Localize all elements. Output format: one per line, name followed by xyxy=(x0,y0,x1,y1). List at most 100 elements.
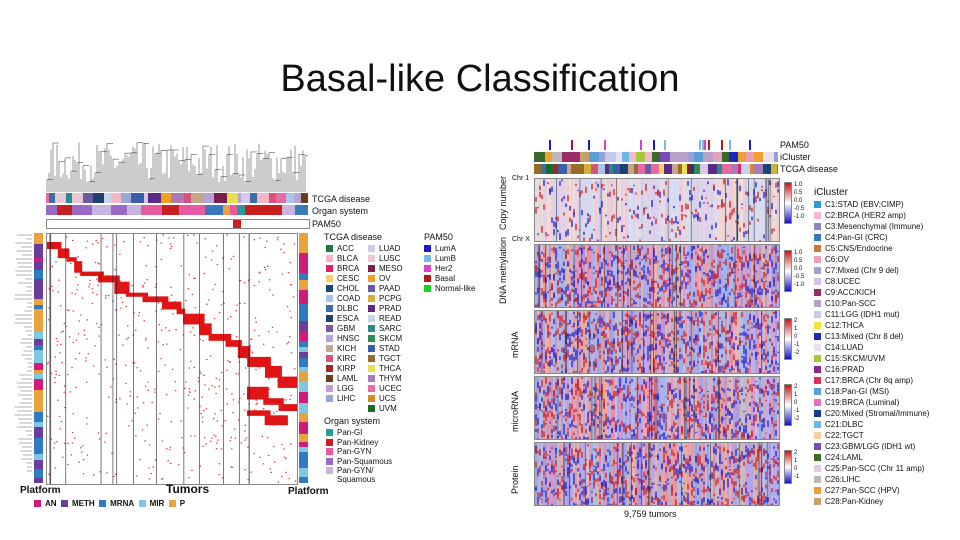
panel-signal xyxy=(663,415,665,420)
panel-signal xyxy=(665,466,667,471)
panel-signal xyxy=(725,284,727,292)
panel-signal xyxy=(553,391,555,398)
panel-signal xyxy=(609,272,611,276)
panel-signal xyxy=(723,504,725,505)
panel-signal xyxy=(613,311,615,319)
panel-column xyxy=(591,179,593,241)
panel-signal xyxy=(547,386,549,390)
panel-column xyxy=(761,179,763,241)
heatmap-signal-dot xyxy=(74,293,77,295)
panel-signal xyxy=(619,377,621,382)
panel-column xyxy=(617,377,619,439)
panel-signal xyxy=(591,496,593,502)
panel-signal xyxy=(667,382,669,389)
heatmap-signal-dot xyxy=(187,288,190,290)
panel-signal xyxy=(693,348,695,353)
panel-signal xyxy=(549,188,551,195)
panel-signal xyxy=(745,445,747,449)
panel-signal xyxy=(621,282,623,287)
panel-signal xyxy=(605,488,607,496)
panel-column xyxy=(663,377,665,439)
panel-signal xyxy=(741,423,743,426)
panel-column xyxy=(755,443,757,505)
panel-signal xyxy=(709,278,711,282)
heatmap-signal-dot xyxy=(218,463,221,465)
panel-column xyxy=(589,311,591,373)
heatmap-signal-dot xyxy=(60,421,63,423)
panel-signal xyxy=(699,446,701,450)
panel-signal xyxy=(579,327,581,333)
heatmap-signal-dot xyxy=(168,237,170,239)
panel-signal xyxy=(623,393,625,401)
panel-signal xyxy=(627,425,629,429)
panel-signal xyxy=(655,491,657,497)
heatmap-signal-dot xyxy=(244,282,246,284)
strip-segment xyxy=(214,193,227,203)
panel-column xyxy=(739,377,741,439)
side-bar-segment xyxy=(299,392,308,403)
panel-signal xyxy=(619,218,621,221)
panel-signal xyxy=(627,491,629,495)
panel-signal xyxy=(629,324,631,327)
panel-column xyxy=(713,311,715,373)
panel-signal xyxy=(749,414,751,420)
heatmap-mrna xyxy=(534,310,780,374)
panel-column xyxy=(557,179,559,241)
panel-signal xyxy=(709,296,711,299)
panel-signal xyxy=(763,349,765,356)
panel-signal xyxy=(715,303,717,307)
panel-signal xyxy=(583,404,585,411)
panel-signal xyxy=(711,262,713,267)
panel-column xyxy=(575,179,577,241)
panel-signal xyxy=(705,350,707,353)
panel-signal xyxy=(611,359,613,366)
tcga-legend-label: GBM xyxy=(337,324,356,333)
panel-signal xyxy=(683,409,685,411)
panel-column xyxy=(623,311,625,373)
side-bar-segment xyxy=(299,290,308,297)
panel-signal xyxy=(673,282,675,289)
heatmap-signal-dot xyxy=(226,234,228,236)
panel-signal xyxy=(555,492,557,495)
panel-signal xyxy=(617,419,619,423)
panel-signal xyxy=(673,394,675,400)
heatmap-signal-dot xyxy=(215,377,217,379)
panel-signal xyxy=(757,304,759,307)
heatmap-signal-dot xyxy=(154,388,156,390)
panel-signal xyxy=(639,480,641,484)
panel-signal xyxy=(631,395,633,401)
panel-signal xyxy=(743,398,745,402)
heatmap-signal-dot xyxy=(187,394,190,396)
panel-signal xyxy=(671,330,673,334)
panel-signal xyxy=(573,438,575,439)
panel-signal xyxy=(579,448,581,453)
panel-signal xyxy=(553,493,555,497)
panel-signal xyxy=(593,364,595,371)
panel-signal xyxy=(555,460,557,467)
panel-signal xyxy=(621,388,623,391)
panel-signal xyxy=(565,203,567,208)
panel-signal xyxy=(701,312,703,317)
organ-legend-swatch xyxy=(326,467,333,474)
panel-signal xyxy=(661,338,663,341)
panel-signal xyxy=(613,417,615,420)
panel-column xyxy=(739,245,741,307)
panel-signal xyxy=(731,256,733,262)
panel-signal xyxy=(547,434,549,439)
panel-signal xyxy=(611,503,613,505)
panel-column xyxy=(679,311,681,373)
panel-signal xyxy=(665,470,667,473)
panel-signal xyxy=(559,316,561,323)
panel-signal xyxy=(543,370,545,373)
panel-signal xyxy=(577,189,579,191)
panel-signal xyxy=(627,306,629,307)
panel-signal xyxy=(613,275,615,281)
panel-signal xyxy=(733,455,735,460)
panel-signal xyxy=(551,347,553,352)
panel-signal xyxy=(605,371,607,373)
panel-signal xyxy=(659,418,661,422)
panel-column xyxy=(715,311,717,373)
panel-column xyxy=(691,443,693,505)
panel-signal xyxy=(553,221,555,227)
panel-signal xyxy=(547,412,549,417)
